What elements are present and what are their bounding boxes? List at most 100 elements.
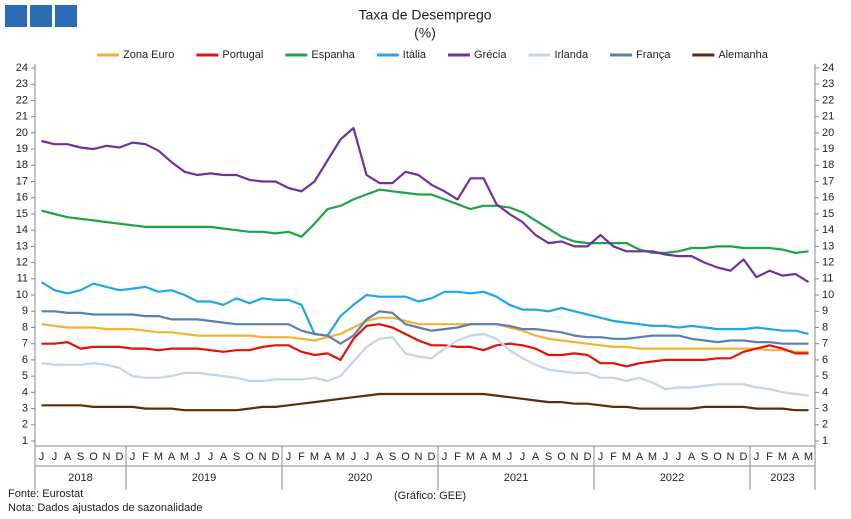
y2-tick-label: 13	[822, 240, 834, 252]
x-tick-label: A	[220, 451, 228, 463]
x-tick-label: A	[64, 451, 72, 463]
year-label: 2022	[660, 472, 684, 484]
x-tick-label: D	[272, 451, 280, 463]
y2-tick-label: 4	[822, 386, 828, 398]
x-tick-label: A	[532, 451, 540, 463]
x-tick-label: O	[713, 451, 722, 463]
x-tick-label: J	[442, 451, 448, 463]
x-tick-label: D	[740, 451, 748, 463]
legend-label: França	[636, 49, 671, 61]
y-tick-label: 23	[16, 78, 28, 90]
x-tick-label: S	[77, 451, 84, 463]
x-tick-label: J	[507, 451, 513, 463]
legend-label: Espanha	[311, 49, 355, 61]
y2-tick-label: 16	[822, 192, 834, 204]
x-tick-label: F	[454, 451, 461, 463]
y-tick-label: 21	[16, 111, 28, 123]
legend-label: Alemanha	[718, 49, 768, 61]
x-tick-label: A	[168, 451, 176, 463]
y2-tick-label: 14	[822, 224, 834, 236]
legend-label: Grécia	[474, 49, 507, 61]
x-tick-label: N	[415, 451, 423, 463]
y-tick-label: 11	[17, 273, 28, 285]
x-tick-label: S	[545, 451, 552, 463]
note: Nota: Dados ajustados de sazonalidade	[8, 502, 202, 514]
year-label: 2019	[192, 472, 216, 484]
x-tick-label: M	[492, 451, 501, 463]
y-tick-label: 22	[16, 94, 28, 106]
y-tick-label: 5	[22, 370, 28, 382]
x-tick-label: J	[130, 451, 136, 463]
credit: (Gráfico: GEE)	[394, 490, 466, 502]
x-tick-label: N	[259, 451, 267, 463]
y2-tick-label: 24	[822, 62, 834, 74]
x-tick-label: M	[154, 451, 163, 463]
y-tick-label: 12	[16, 257, 28, 269]
y2-tick-label: 5	[822, 370, 828, 382]
x-tick-label: F	[766, 451, 773, 463]
x-tick-label: N	[727, 451, 735, 463]
year-label: 2023	[770, 472, 794, 484]
x-tick-label: J	[663, 451, 669, 463]
y-tick-label: 4	[22, 386, 28, 398]
series-line	[41, 323, 809, 368]
year-label: 2018	[68, 472, 92, 484]
x-tick-label: O	[557, 451, 566, 463]
y-tick-label: 9	[22, 305, 28, 317]
y-tick-label: 16	[16, 192, 28, 204]
series-line	[40, 281, 809, 337]
y-tick-label: 2	[22, 419, 28, 431]
y-tick-label: 24	[16, 62, 28, 74]
year-label: 2021	[504, 472, 528, 484]
x-tick-label: A	[688, 451, 696, 463]
x-tick-label: O	[245, 451, 254, 463]
x-tick-label: J	[52, 451, 58, 463]
series-line	[41, 316, 809, 353]
series-line	[41, 392, 809, 412]
y2-tick-label: 8	[822, 321, 828, 333]
x-tick-label: D	[116, 451, 124, 463]
x-tick-label: J	[676, 451, 682, 463]
y-tick-label: 18	[16, 159, 28, 171]
y-tick-label: 14	[16, 224, 28, 236]
y2-tick-label: 7	[822, 338, 828, 350]
x-tick-label: N	[571, 451, 579, 463]
y2-tick-label: 17	[822, 175, 834, 187]
y2-tick-label: 1	[822, 435, 828, 447]
x-tick-label: O	[89, 451, 98, 463]
x-tick-label: M	[180, 451, 189, 463]
y-tick-label: 19	[16, 143, 28, 155]
chart-title: Taxa de Desemprego	[358, 7, 491, 23]
x-tick-label: A	[480, 451, 488, 463]
x-tick-label: J	[195, 451, 201, 463]
x-tick-label: J	[39, 451, 45, 463]
legend-label: Zona Euro	[123, 49, 174, 61]
y2-tick-label: 9	[822, 305, 828, 317]
y2-tick-label: 6	[822, 354, 828, 366]
x-tick-label: J	[286, 451, 292, 463]
x-tick-label: A	[376, 451, 384, 463]
x-tick-label: M	[804, 451, 813, 463]
y2-tick-label: 10	[822, 289, 834, 301]
y-tick-label: 8	[22, 321, 28, 333]
x-tick-label: J	[351, 451, 357, 463]
x-tick-label: J	[208, 451, 214, 463]
x-tick-label: A	[324, 451, 332, 463]
source: Fonte: Eurostat	[8, 488, 83, 500]
y2-tick-label: 23	[822, 78, 834, 90]
y-tick-label: 15	[16, 208, 28, 220]
y2-tick-label: 21	[822, 111, 834, 123]
y-tick-label: 1	[22, 435, 28, 447]
series-line	[41, 310, 809, 345]
x-tick-label: A	[636, 451, 644, 463]
y-tick-label: 17	[16, 175, 28, 187]
y-tick-label: 6	[22, 354, 28, 366]
x-tick-label: F	[610, 451, 617, 463]
logo-block	[55, 5, 77, 27]
x-tick-label: J	[598, 451, 604, 463]
x-tick-label: A	[792, 451, 800, 463]
y2-tick-label: 11	[822, 273, 833, 285]
y-tick-label: 20	[16, 127, 28, 139]
x-tick-label: D	[428, 451, 436, 463]
